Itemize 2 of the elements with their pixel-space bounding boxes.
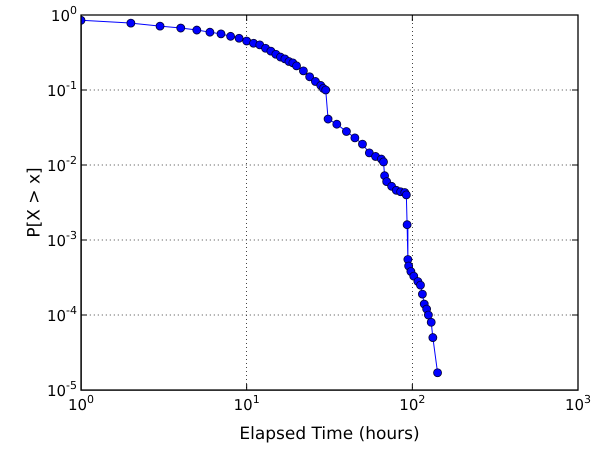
x-axis-title: Elapsed Time (hours): [239, 424, 420, 444]
y-axis-title: P[X > x]: [24, 167, 45, 238]
